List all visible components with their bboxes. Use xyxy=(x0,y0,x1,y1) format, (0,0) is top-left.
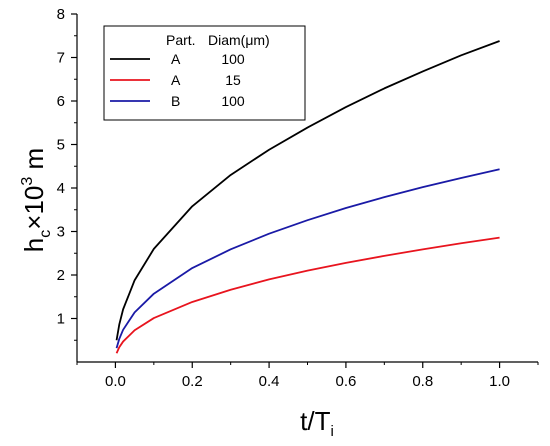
series-line-1 xyxy=(115,40,500,341)
series-line-3 xyxy=(115,168,500,349)
legend-part: A xyxy=(171,51,181,67)
legend-part: B xyxy=(171,93,180,109)
x-tick-label: 1.0 xyxy=(489,373,510,390)
legend-diam: 15 xyxy=(225,72,241,88)
x-tick-label: 0.2 xyxy=(182,373,203,390)
legend-diam: 100 xyxy=(221,93,245,109)
y-tick-label: 6 xyxy=(57,93,65,110)
y-tick-label: 4 xyxy=(57,180,65,197)
legend-part: A xyxy=(171,72,181,88)
legend: Part. Diam(μm) A 100 A 15 B 100 xyxy=(103,25,306,121)
y-axis-title-sub: c xyxy=(37,230,54,238)
x-axis-title: t/Ti xyxy=(300,406,334,440)
x-axis-title-sub: i xyxy=(331,423,334,440)
x-tick-label: 0.8 xyxy=(412,373,433,390)
x-axis-title-main: t/T xyxy=(300,406,330,436)
y-tick-label: 3 xyxy=(57,224,65,241)
x-tick-label: 0.0 xyxy=(105,373,126,390)
y-axis-title-sup: 3 xyxy=(19,177,36,186)
y-axis-title: hc×103 m xyxy=(19,148,54,252)
y-tick-label: 2 xyxy=(57,267,65,284)
legend-header-part: Part. xyxy=(166,32,196,48)
legend-diam: 100 xyxy=(221,51,245,67)
series-group xyxy=(115,40,500,354)
y-axis-title-main: h xyxy=(19,238,49,252)
y-axis: 1 2 3 4 5 6 7 8 xyxy=(57,6,77,341)
x-axis: 0.0 0.2 0.4 0.6 0.8 1.0 xyxy=(76,362,539,390)
y-tick-label: 1 xyxy=(57,311,65,328)
y-axis-title-mid: ×10 xyxy=(19,186,49,230)
series-line-2 xyxy=(115,236,500,354)
y-tick-label: 5 xyxy=(57,137,65,154)
legend-box xyxy=(103,25,306,121)
legend-header-diam: Diam(μm) xyxy=(208,32,270,48)
y-tick-label: 7 xyxy=(57,50,65,67)
y-tick-label: 8 xyxy=(57,6,65,23)
x-tick-label: 0.6 xyxy=(335,373,356,390)
x-tick-label: 0.4 xyxy=(259,373,280,390)
y-axis-title-unit: m xyxy=(19,148,49,177)
